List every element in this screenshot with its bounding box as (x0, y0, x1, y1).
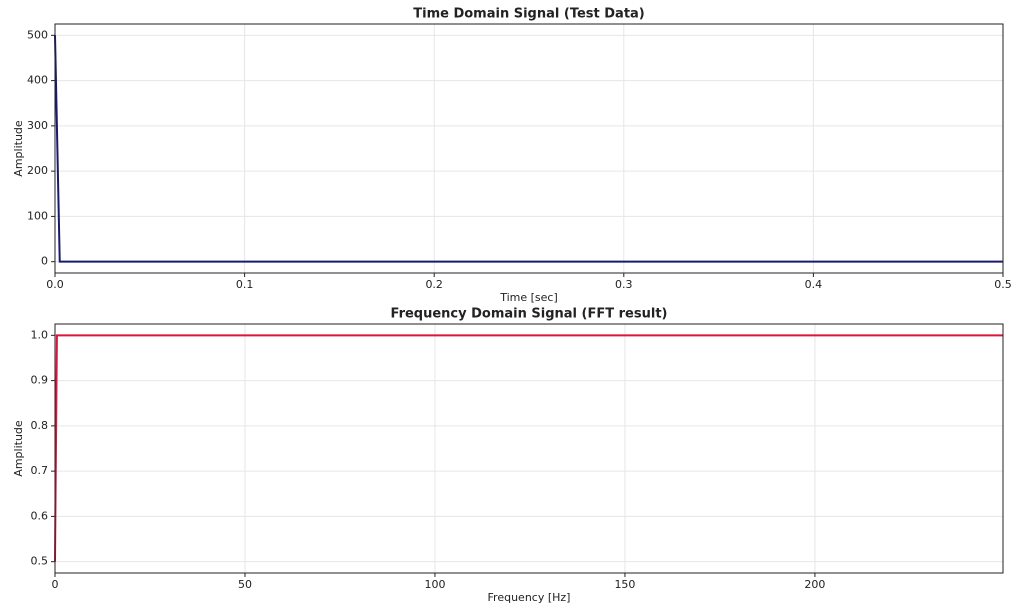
x-axis-label: Time [sec] (499, 291, 558, 304)
y-tick-label: 1.0 (31, 328, 49, 341)
axes-frame (54, 23, 1004, 274)
chart-title: Time Domain Signal (Test Data) (413, 7, 645, 22)
x-tick-label: 100 (424, 578, 445, 591)
y-axis-label: Amplitude (12, 120, 25, 177)
y-tick-label: 0 (41, 255, 48, 268)
axes-frame (54, 323, 1004, 574)
line-series (54, 334, 1003, 562)
y-tick-label: 200 (27, 164, 48, 177)
y-tick-label: 300 (27, 119, 48, 132)
y-tick-label: 100 (27, 209, 48, 222)
x-tick-label: 50 (238, 578, 252, 591)
y-tick-label: 0.5 (31, 555, 49, 568)
x-tick-label: 150 (614, 578, 635, 591)
x-tick-label: 0.4 (805, 278, 823, 291)
y-tick-label: 0.7 (31, 464, 49, 477)
chart-title: Frequency Domain Signal (FFT result) (391, 307, 668, 322)
x-tick-label: 0.2 (425, 278, 443, 291)
y-axis-label: Amplitude (12, 420, 25, 477)
y-tick-label: 0.8 (31, 419, 49, 432)
y-tick-label: 400 (27, 74, 48, 87)
x-tick-label: 0.5 (994, 278, 1012, 291)
x-tick-label: 0.3 (615, 278, 633, 291)
x-tick-label: 0.0 (46, 278, 64, 291)
y-tick-label: 0.9 (31, 374, 49, 387)
x-axis-label: Frequency [Hz] (488, 591, 571, 604)
x-tick-label: 200 (804, 578, 825, 591)
x-tick-label: 0.1 (236, 278, 254, 291)
x-tick-label: 0 (52, 578, 59, 591)
y-tick-label: 0.6 (31, 509, 49, 522)
y-tick-label: 500 (27, 28, 48, 41)
line-series (54, 35, 1003, 263)
